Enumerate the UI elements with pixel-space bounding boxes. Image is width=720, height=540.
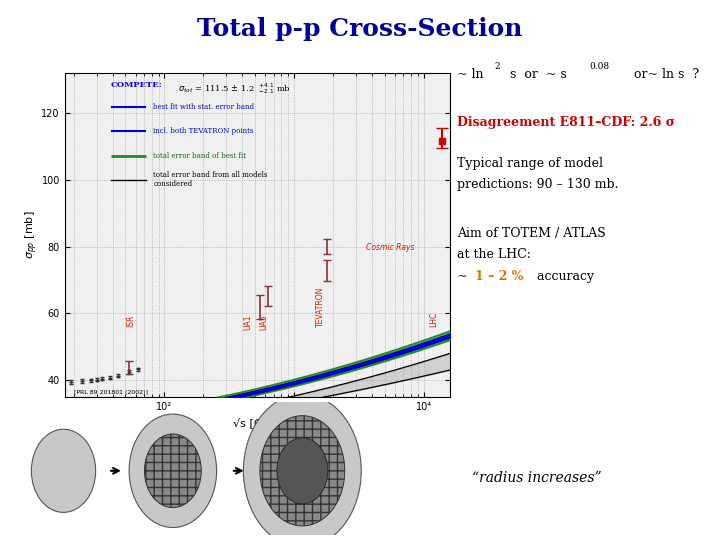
Text: incl. both TEVATRON points: incl. both TEVATRON points [153, 127, 253, 135]
Ellipse shape [145, 434, 202, 508]
Text: 1 – 2 %: 1 – 2 % [475, 270, 523, 283]
Text: ~: ~ [457, 270, 472, 283]
Text: ISR: ISR [126, 314, 135, 327]
Ellipse shape [277, 438, 328, 504]
Text: UA5: UA5 [259, 314, 268, 330]
Ellipse shape [260, 416, 345, 526]
Text: total error band of best fit: total error band of best fit [153, 152, 246, 159]
Text: predictions: 90 – 130 mb.: predictions: 90 – 130 mb. [457, 178, 618, 191]
Text: ~ ln: ~ ln [457, 68, 484, 80]
Text: Typical range of model: Typical range of model [457, 157, 603, 170]
Text: Disagreement E811–CDF: 2.6 σ: Disagreement E811–CDF: 2.6 σ [457, 116, 675, 129]
Text: or~ ln s  ?: or~ ln s ? [626, 68, 700, 80]
Text: LHC: LHC [429, 312, 438, 327]
Text: s  or  ~ s: s or ~ s [506, 68, 567, 80]
Text: 6: 6 [696, 526, 701, 536]
Text: 0.08: 0.08 [589, 62, 609, 71]
Text: UA1: UA1 [243, 315, 252, 330]
Text: Mario Delle  –: Mario Delle – [569, 526, 651, 536]
Ellipse shape [129, 414, 217, 528]
Text: TEVATRON: TEVATRON [316, 286, 325, 327]
Text: $\sigma_{tot}$ = 111.5 $\pm$ 1.2  $^{+4.1}_{-2.1}$ mb: $\sigma_{tot}$ = 111.5 $\pm$ 1.2 $^{+4.1… [179, 81, 292, 96]
Text: accuracy: accuracy [533, 270, 594, 283]
Y-axis label: $\sigma_{pp}$ [mb]: $\sigma_{pp}$ [mb] [24, 211, 40, 259]
Text: Aim of TOTEM / ATLAS: Aim of TOTEM / ATLAS [457, 227, 606, 240]
Text: 2: 2 [495, 62, 500, 71]
Text: at the LHC:: at the LHC: [457, 248, 531, 261]
Text: [PRL 89 201801 (2002)]: [PRL 89 201801 (2002)] [74, 389, 148, 395]
Text: Total p-p Cross-Section: Total p-p Cross-Section [197, 17, 523, 42]
Text: Cosmic Rays: Cosmic Rays [366, 243, 415, 252]
Text: best fit with stat. error band: best fit with stat. error band [153, 103, 254, 111]
X-axis label: √s [GeV]: √s [GeV] [233, 417, 282, 428]
Text: total error band from all models
considered: total error band from all models conside… [153, 171, 268, 188]
Ellipse shape [243, 394, 361, 540]
Text: COMPETE:: COMPETE: [111, 81, 163, 89]
Ellipse shape [32, 429, 96, 512]
Text: “radius increases”: “radius increases” [472, 471, 601, 485]
